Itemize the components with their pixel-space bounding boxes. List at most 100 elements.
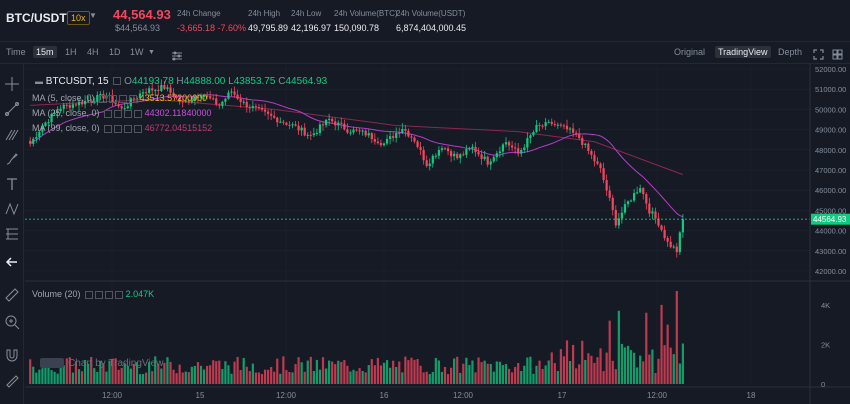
ma-visibility-icon[interactable] — [104, 109, 113, 118]
volume-visibility-icon[interactable] — [85, 290, 94, 299]
pitchfork-icon[interactable] — [4, 126, 20, 142]
candle-body — [321, 124, 325, 126]
zoom-in-icon[interactable] — [4, 314, 20, 330]
volume-bar — [279, 373, 282, 384]
candle-body — [636, 192, 639, 194]
volume-remove-icon[interactable] — [105, 290, 114, 299]
view-depth[interactable]: Depth — [778, 47, 803, 57]
interval-15m[interactable]: 15m — [33, 46, 57, 58]
candle-body — [431, 155, 434, 164]
ma-remove-icon[interactable] — [124, 109, 133, 118]
volume-bar — [199, 365, 203, 384]
candle-body — [544, 122, 547, 127]
interval-1w[interactable]: 1W — [130, 47, 144, 57]
ma-more-icon[interactable] — [134, 109, 143, 118]
time-axis[interactable]: 12:00 15 12:00 16 12:00 17 12:00 18 — [102, 391, 756, 400]
interval-4h[interactable]: 4H — [87, 47, 99, 57]
ruler-icon[interactable] — [4, 287, 20, 303]
candle-body — [367, 133, 370, 136]
candle-body — [227, 92, 230, 99]
price-tick-label: 49000.00 — [815, 126, 846, 135]
candle-body — [282, 121, 285, 123]
volume-bar — [315, 359, 318, 384]
interval-1d[interactable]: 1D — [109, 47, 121, 57]
brush-icon[interactable] — [4, 151, 20, 167]
legend-collapse-icon[interactable]: ▬ — [35, 77, 43, 86]
view-tradingview[interactable]: TradingView — [715, 46, 771, 58]
leverage-badge[interactable]: 10x — [67, 11, 90, 25]
volume-tick-label: 0 — [821, 380, 825, 389]
candle-body — [154, 89, 157, 91]
ma-visibility-icon[interactable] — [99, 94, 108, 103]
volume-bar — [141, 374, 145, 384]
candle-body — [413, 137, 416, 142]
indicators-icon[interactable] — [171, 48, 183, 66]
candle-body — [276, 117, 279, 123]
trendline-icon[interactable] — [4, 101, 20, 117]
volume-bar — [193, 365, 196, 384]
candle-body — [279, 121, 282, 123]
candle-body — [157, 89, 160, 92]
pair-dropdown-icon[interactable]: ▼ — [89, 11, 97, 20]
legend-ma5[interactable]: MA (5, close, 0) 43513.57200000 — [32, 93, 207, 103]
ma-visibility-icon[interactable] — [104, 124, 113, 133]
legend-volume[interactable]: Volume (20) 2.047K — [32, 289, 154, 299]
candle-body — [599, 163, 602, 169]
volume-bar — [575, 368, 578, 384]
candle-body — [315, 132, 318, 134]
ma-remove-icon[interactable] — [119, 94, 128, 103]
volume-bar — [132, 363, 135, 384]
volume-bar — [340, 361, 343, 384]
candle-body — [32, 138, 35, 144]
ma-remove-icon[interactable] — [124, 124, 133, 133]
ma-more-icon[interactable] — [129, 94, 138, 103]
text-tool-icon[interactable] — [4, 176, 20, 192]
volume-settings-icon[interactable] — [95, 290, 104, 299]
volume-bar — [245, 366, 248, 384]
magnet-icon[interactable] — [4, 347, 20, 363]
volume-bar — [663, 345, 666, 384]
pair-name[interactable]: BTC/USDT — [6, 11, 67, 25]
legend-settings-icon[interactable] — [113, 77, 122, 86]
volume-bar — [526, 357, 529, 384]
time-tick-label: 15 — [196, 391, 205, 400]
back-arrow-icon[interactable] — [4, 254, 20, 270]
volume-bar — [565, 340, 569, 384]
interval-1h[interactable]: 1H — [65, 47, 77, 57]
volume-bar — [401, 372, 404, 384]
volume-bar — [102, 363, 105, 384]
ma-settings-icon[interactable] — [114, 124, 123, 133]
volume-bar — [608, 320, 611, 384]
candle-body — [68, 104, 71, 108]
volume-bar — [71, 372, 74, 384]
candle-body — [419, 147, 422, 150]
crosshair-icon[interactable] — [4, 76, 20, 92]
candle-body — [297, 125, 300, 131]
price-chart[interactable]: 52000.00 51000.00 50000.00 49000.00 48000.00… — [25, 64, 850, 404]
volume-bar — [443, 367, 447, 384]
volume-more-icon[interactable] — [115, 290, 124, 299]
legend-ma99[interactable]: MA (99, close, 0) 46772.04515152 — [32, 123, 212, 133]
volume-bar — [514, 366, 517, 384]
volume-bar — [190, 366, 193, 384]
interval-dropdown-icon[interactable]: ▼ — [148, 49, 155, 56]
legend-ma25[interactable]: MA (25, close, 0) 44302.11840000 — [32, 108, 211, 118]
volume-bar — [410, 357, 413, 384]
prediction-icon[interactable] — [4, 226, 20, 242]
volume-bar — [495, 361, 498, 384]
volume-bar — [364, 372, 367, 384]
lock-drawings-icon[interactable] — [4, 372, 20, 388]
ma-more-icon[interactable] — [134, 124, 143, 133]
volume-bar — [224, 361, 227, 384]
view-original[interactable]: Original — [674, 47, 706, 57]
price-axis[interactable]: 52000.00 51000.00 50000.00 49000.00 48000.00… — [815, 65, 846, 276]
candle-body — [65, 104, 68, 106]
volume-bar — [474, 372, 477, 384]
pattern-icon[interactable] — [4, 201, 20, 217]
legend-h-label: H — [176, 76, 184, 87]
fullscreen-icon[interactable] — [813, 47, 824, 65]
ma-settings-icon[interactable] — [109, 94, 118, 103]
volume-bar — [651, 349, 654, 384]
layout-grid-icon[interactable] — [832, 47, 843, 65]
ma-settings-icon[interactable] — [114, 109, 123, 118]
